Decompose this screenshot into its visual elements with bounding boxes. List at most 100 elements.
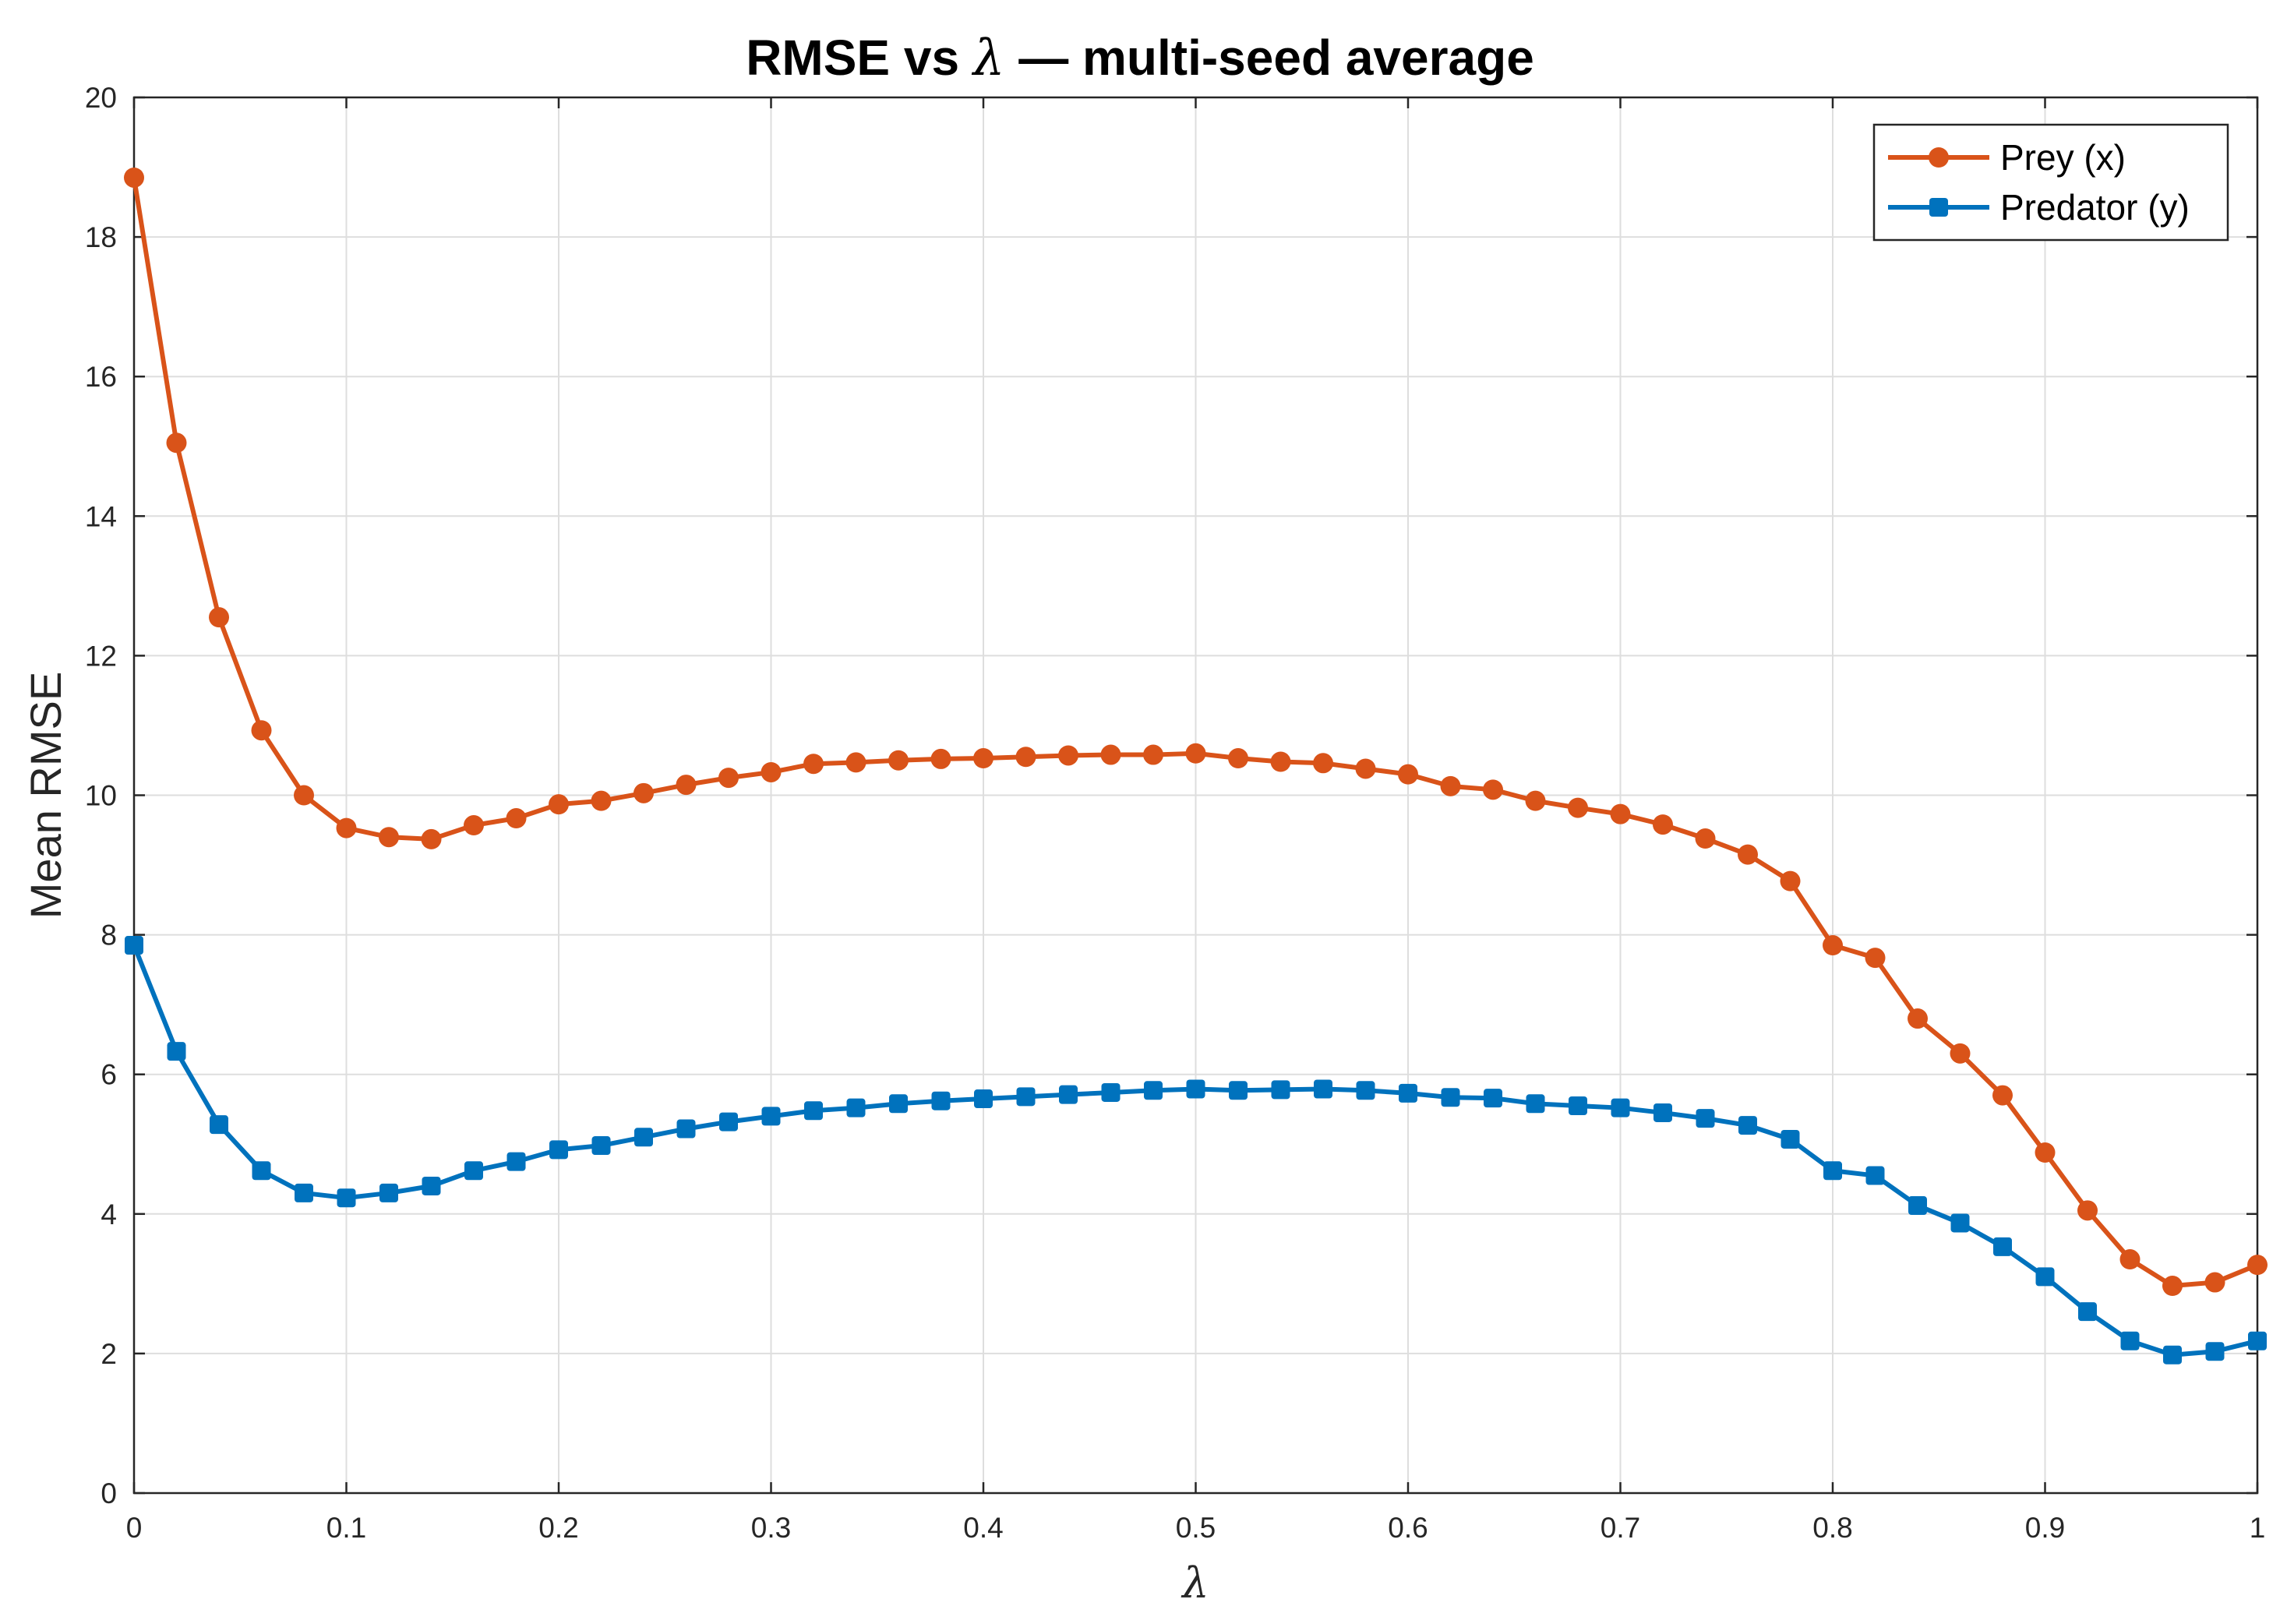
data-point [1440, 775, 1461, 796]
y-axis-tick-labels: 0 2 4 6 8 10 12 14 16 18 20 [85, 82, 117, 1509]
data-point [337, 1188, 356, 1208]
data-point [1908, 1008, 1928, 1029]
x-tick-label: 0 [126, 1512, 143, 1544]
data-point [422, 1176, 441, 1195]
legend-item[interactable]: Prey (x) [1888, 137, 2126, 178]
data-point [1780, 870, 1801, 891]
data-point [889, 1094, 908, 1114]
data-point [464, 1161, 483, 1181]
data-point [1271, 1080, 1290, 1100]
data-point [719, 1112, 738, 1132]
data-point [295, 1183, 313, 1202]
data-point [973, 748, 994, 769]
x-tick-label: 0.9 [2025, 1512, 2065, 1544]
y-axis-label: Mean RMSE [21, 672, 70, 919]
chart-title: RMSE vs λ — multi-seed average [746, 30, 1534, 87]
series-prey [124, 167, 2268, 1297]
data-point [931, 1091, 951, 1110]
y-tick-label: 12 [85, 640, 117, 672]
data-point [1015, 747, 1036, 768]
legend[interactable]: Prey (x) Predator (y) [1872, 123, 2229, 242]
data-point [125, 936, 143, 955]
x-tick-label: 0.7 [1601, 1512, 1640, 1544]
data-point [888, 750, 909, 771]
data-point [2077, 1200, 2098, 1221]
data-point [1993, 1237, 2012, 1256]
data-point [1738, 844, 1758, 865]
data-point [549, 1140, 568, 1160]
data-point [1058, 745, 1078, 766]
y-tick-label: 14 [85, 500, 117, 532]
data-point [1314, 1079, 1332, 1099]
data-point [1950, 1043, 1971, 1064]
data-point [1568, 797, 1588, 818]
data-point [1483, 779, 1503, 800]
series-layer [124, 167, 2268, 1365]
x-tick-label: 0.5 [1176, 1512, 1216, 1544]
y-tick-label: 6 [101, 1059, 117, 1091]
data-point [252, 1161, 271, 1181]
data-point [336, 817, 357, 838]
data-point [676, 775, 697, 796]
x-tick-label: 0.4 [963, 1512, 1003, 1544]
data-point [591, 1136, 611, 1156]
data-point [1653, 1103, 1672, 1122]
data-point [1992, 1085, 2013, 1106]
data-point [2035, 1142, 2056, 1163]
x-tick-label: 0.2 [538, 1512, 578, 1544]
data-point [379, 827, 399, 848]
data-point [1270, 751, 1291, 772]
x-tick-label: 0.3 [751, 1512, 791, 1544]
data-point [1143, 744, 1163, 765]
data-point [930, 748, 951, 769]
legend-marker [1929, 198, 1948, 217]
data-point [2120, 1331, 2140, 1350]
data-point [1228, 748, 1248, 769]
y-tick-label: 0 [101, 1477, 117, 1509]
data-point [210, 1115, 228, 1135]
data-point [2119, 1249, 2141, 1270]
data-point [1525, 790, 1546, 811]
data-point [1441, 1088, 1460, 1107]
legend-label: Predator (y) [2000, 187, 2190, 228]
y-tick-label: 8 [101, 920, 117, 951]
data-point [1738, 1116, 1757, 1135]
data-point [1313, 753, 1333, 774]
data-point [1865, 1166, 1885, 1185]
legend-box [1872, 123, 2229, 242]
data-point [1696, 1109, 1715, 1128]
y-tick-label: 18 [85, 221, 117, 253]
data-point [1144, 1081, 1163, 1100]
y-tick-label: 4 [101, 1199, 117, 1230]
y-tick-label: 10 [85, 780, 117, 812]
data-point [974, 1089, 993, 1109]
data-point [676, 1119, 696, 1139]
tick-marks [132, 96, 2259, 1495]
data-point [591, 790, 612, 811]
data-point [294, 785, 314, 806]
data-point [166, 432, 187, 454]
data-point [506, 1152, 526, 1171]
data-point [1823, 935, 1843, 956]
legend-item[interactable]: Predator (y) [1888, 187, 2190, 228]
x-axis-label: λ [1181, 1559, 1209, 1608]
data-point [761, 761, 782, 782]
data-point [2035, 1267, 2055, 1287]
data-point [251, 720, 272, 741]
data-point [2163, 1345, 2182, 1365]
data-point [421, 828, 442, 849]
data-point [1185, 743, 1206, 764]
data-point [1100, 744, 1121, 765]
data-point [124, 167, 144, 188]
data-point [2204, 1272, 2225, 1293]
data-point [846, 1098, 866, 1117]
data-point [1908, 1196, 1927, 1216]
data-point [1610, 803, 1631, 824]
data-point [1186, 1079, 1205, 1099]
data-point [1695, 828, 1716, 849]
data-point [1823, 1161, 1842, 1181]
data-point [718, 768, 739, 789]
data-point [2205, 1342, 2225, 1361]
data-point [1398, 764, 1418, 785]
